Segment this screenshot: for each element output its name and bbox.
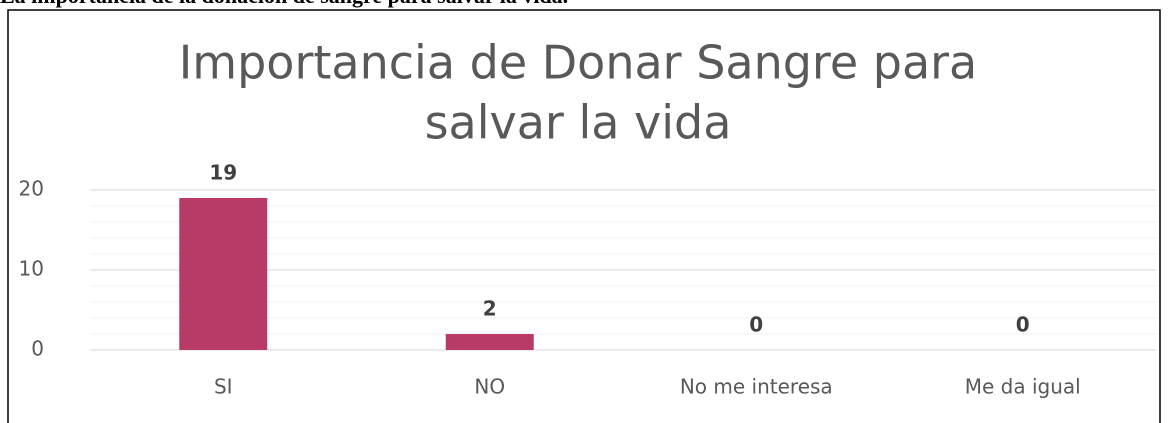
chart-title: Importancia de Donar Sangre para <box>179 36 978 90</box>
data-label: 2 <box>483 297 497 321</box>
data-label: 0 <box>749 313 763 337</box>
y-tick-label: 0 <box>31 337 44 361</box>
x-tick-label: Me da igual <box>965 375 1081 399</box>
bar <box>445 334 534 350</box>
x-tick-label: No me interesa <box>680 375 833 399</box>
data-label: 0 <box>1016 313 1030 337</box>
chart-border <box>7 9 1161 423</box>
y-tick-label: 20 <box>19 177 44 201</box>
y-tick-label: 10 <box>19 257 44 281</box>
data-label: 19 <box>209 161 237 185</box>
chart-title: salvar la vida <box>425 96 732 150</box>
x-tick-label: SI <box>214 375 233 399</box>
bar <box>179 198 268 350</box>
header-title: La importancia de la donación de sangre … <box>0 0 568 8</box>
x-tick-label: NO <box>474 375 505 399</box>
